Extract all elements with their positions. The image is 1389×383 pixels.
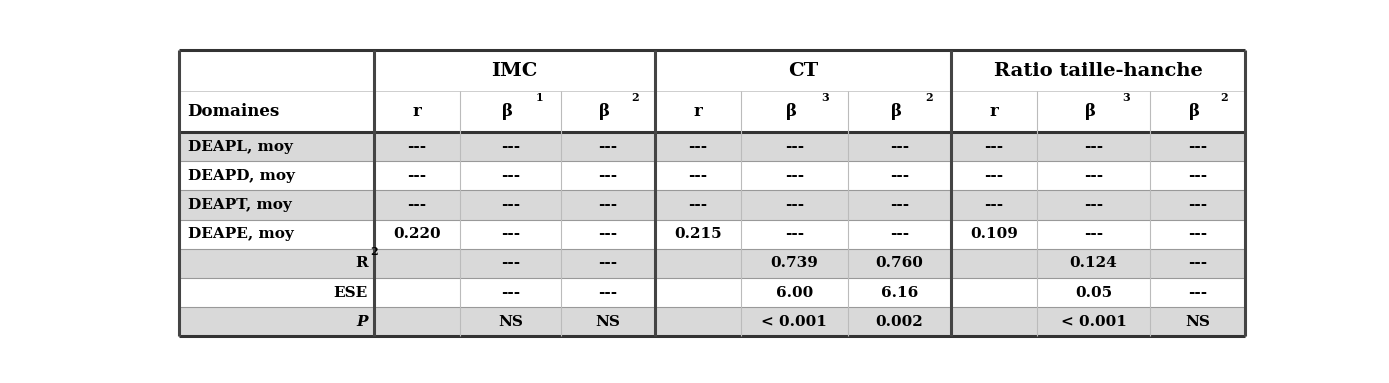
Text: DEAPD, moy: DEAPD, moy	[188, 169, 294, 183]
Text: ---: ---	[689, 139, 707, 154]
Text: CT: CT	[788, 62, 818, 80]
Text: β: β	[1189, 103, 1200, 120]
Text: DEAPE, moy: DEAPE, moy	[188, 227, 293, 241]
Text: DEAPT, moy: DEAPT, moy	[188, 198, 292, 212]
Text: ---: ---	[599, 139, 618, 154]
Text: ---: ---	[785, 227, 804, 241]
Text: 0.215: 0.215	[674, 227, 722, 241]
Text: NS: NS	[497, 315, 522, 329]
Text: < 0.001: < 0.001	[1061, 315, 1126, 329]
Text: 0.002: 0.002	[875, 315, 924, 329]
Text: IMC: IMC	[492, 62, 538, 80]
Text: ---: ---	[689, 169, 707, 183]
Text: ---: ---	[785, 198, 804, 212]
Bar	[179, 278, 1245, 307]
Text: NS: NS	[1185, 315, 1210, 329]
Text: 0.739: 0.739	[771, 256, 818, 270]
Text: β: β	[890, 103, 901, 120]
Text: ---: ---	[1188, 286, 1207, 300]
Text: ---: ---	[985, 169, 1004, 183]
Text: r: r	[413, 103, 421, 120]
Text: ---: ---	[1083, 139, 1103, 154]
Text: ---: ---	[407, 139, 426, 154]
Text: 6.16: 6.16	[881, 286, 918, 300]
Text: 0.109: 0.109	[970, 227, 1018, 241]
Text: ---: ---	[1188, 169, 1207, 183]
Text: 0.124: 0.124	[1070, 256, 1117, 270]
Text: 2: 2	[1221, 92, 1228, 103]
Text: β: β	[786, 103, 797, 120]
Text: ---: ---	[599, 286, 618, 300]
Text: Domaines: Domaines	[188, 103, 279, 120]
Text: 0.220: 0.220	[393, 227, 440, 241]
Text: β: β	[1085, 103, 1096, 120]
Text: ---: ---	[890, 139, 910, 154]
Bar	[179, 132, 1245, 161]
Text: 2: 2	[631, 92, 639, 103]
Bar	[179, 307, 1245, 336]
Text: 3: 3	[821, 92, 829, 103]
Bar	[179, 190, 1245, 219]
Text: ---: ---	[785, 169, 804, 183]
Text: ---: ---	[1083, 227, 1103, 241]
Text: R: R	[356, 256, 368, 270]
Text: β: β	[599, 103, 610, 120]
Text: 6.00: 6.00	[775, 286, 813, 300]
Text: ---: ---	[1188, 256, 1207, 270]
Text: ---: ---	[1188, 198, 1207, 212]
Text: ---: ---	[1083, 169, 1103, 183]
Text: ---: ---	[599, 227, 618, 241]
Text: P: P	[357, 315, 368, 329]
Text: < 0.001: < 0.001	[761, 315, 828, 329]
Text: Ratio taille-hanche: Ratio taille-hanche	[993, 62, 1203, 80]
Text: ---: ---	[501, 139, 519, 154]
Text: ---: ---	[501, 198, 519, 212]
Text: ---: ---	[1188, 139, 1207, 154]
Text: β: β	[501, 103, 513, 120]
Bar	[179, 161, 1245, 190]
Text: 0.760: 0.760	[875, 256, 924, 270]
Text: ---: ---	[501, 169, 519, 183]
Text: ---: ---	[890, 169, 910, 183]
Text: ---: ---	[599, 256, 618, 270]
Text: ---: ---	[599, 198, 618, 212]
Text: ---: ---	[501, 286, 519, 300]
Text: ---: ---	[985, 139, 1004, 154]
Text: 2: 2	[369, 246, 378, 257]
Text: ---: ---	[890, 198, 910, 212]
Text: ---: ---	[1083, 198, 1103, 212]
Text: 0.05: 0.05	[1075, 286, 1113, 300]
Text: ---: ---	[407, 169, 426, 183]
Text: DEAPL, moy: DEAPL, moy	[188, 139, 293, 154]
Text: ---: ---	[501, 256, 519, 270]
Text: ---: ---	[985, 198, 1004, 212]
Text: ---: ---	[890, 227, 910, 241]
Text: 2: 2	[925, 92, 933, 103]
Text: 1: 1	[535, 92, 543, 103]
Text: ESE: ESE	[333, 286, 368, 300]
Bar	[179, 249, 1245, 278]
Text: ---: ---	[689, 198, 707, 212]
Text: r: r	[989, 103, 999, 120]
Text: ---: ---	[785, 139, 804, 154]
Text: ---: ---	[599, 169, 618, 183]
Text: 3: 3	[1122, 92, 1129, 103]
Text: ---: ---	[501, 227, 519, 241]
Bar	[179, 219, 1245, 249]
Text: r: r	[693, 103, 703, 120]
Text: ---: ---	[407, 198, 426, 212]
Text: NS: NS	[596, 315, 621, 329]
Text: ---: ---	[1188, 227, 1207, 241]
